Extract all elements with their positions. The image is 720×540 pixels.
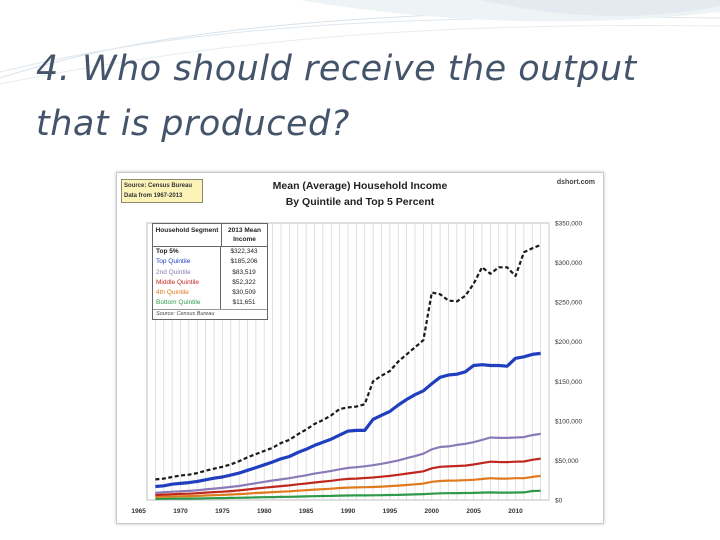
legend-segment-value: $30,509 <box>232 289 256 297</box>
legend-row: Top Quintile $185,206 <box>153 257 267 268</box>
y-tick-label: $100,000 <box>555 418 582 425</box>
x-tick-label: 2005 <box>466 508 481 515</box>
legend-segment-value: $52,322 <box>232 278 256 286</box>
x-tick-label: 1965 <box>131 508 146 515</box>
legend-segment-label: Middle Quintile <box>153 277 221 289</box>
source-note-line: Source: Census Bureau <box>124 183 193 189</box>
x-tick-label: 1995 <box>383 508 398 515</box>
slide-title: 4. Who should receive the output that is… <box>36 49 637 144</box>
series-line <box>155 432 541 494</box>
chart-subtitle: By Quintile and Top 5 Percent <box>285 196 435 208</box>
x-tick-label: 1970 <box>173 508 188 515</box>
chart-frame: $0 $50,000 $100,000 $150,000 $200,000 $250,00… <box>116 172 604 524</box>
x-tick-label: 2010 <box>508 508 523 515</box>
legend-table: Household Segment 2013 Mean Income Top 5… <box>152 223 268 320</box>
legend-table-header: Household Segment 2013 Mean Income <box>153 224 267 247</box>
series-line <box>155 243 542 481</box>
x-tick-label: 1990 <box>341 508 356 515</box>
chart-title: Mean (Average) Household Income <box>272 180 448 192</box>
legend-segment-value: $11,651 <box>232 299 256 307</box>
y-tick-label: $50,000 <box>555 458 579 465</box>
series-line <box>155 474 541 498</box>
y-tick-label: $150,000 <box>555 379 582 386</box>
slide-header-decoration <box>0 0 720 85</box>
legend-row: Top 5% $322,343 <box>153 247 267 258</box>
series-line <box>155 489 541 500</box>
y-tick-label: $250,000 <box>555 300 582 307</box>
x-tick-label: 1985 <box>299 508 314 515</box>
series-line <box>155 351 541 489</box>
brand-label: dshort.com <box>556 179 595 186</box>
y-tick-label: $0 <box>555 498 563 505</box>
x-tick-label: 1980 <box>257 508 272 515</box>
legend-segment-label: 2nd Quintile <box>153 267 221 278</box>
legend-segment-label: 4th Quintile <box>153 288 221 299</box>
source-note-box: Source: Census Bureau Data from 1967-201… <box>121 179 203 203</box>
legend-segment-label: Bottom Quintile <box>153 298 221 309</box>
source-note-line: Data from 1967-2013 <box>124 193 183 199</box>
legend-footnote: Source: Census Bureau <box>153 308 267 319</box>
legend-rows: Top 5% $322,343 Top Quintile $185,206 2nd Qu… <box>153 247 267 309</box>
legend-row: 2nd Quintile $83,519 <box>153 267 267 278</box>
y-tick-label: $200,000 <box>555 339 582 346</box>
legend-segment-value: $83,519 <box>232 268 256 276</box>
y-tick-label: $300,000 <box>555 260 582 267</box>
legend-header-segment: Household Segment <box>153 224 222 246</box>
legend-row: 4th Quintile $30,509 <box>153 288 267 299</box>
legend-segment-value: $322,343 <box>230 248 258 255</box>
x-tick-label: 1975 <box>215 508 230 515</box>
legend-segment-value: $185,206 <box>230 258 258 266</box>
legend-row: Middle Quintile $52,322 <box>153 277 267 289</box>
legend-segment-label: Top Quintile <box>153 257 221 268</box>
legend-segment-label: Top 5% <box>153 247 221 258</box>
series-line <box>155 457 541 497</box>
legend-header-value: 2013 Mean Income <box>228 227 261 243</box>
legend-row: Bottom Quintile $11,651 <box>153 298 267 309</box>
y-tick-label: $350,000 <box>555 221 582 228</box>
x-tick-label: 2000 <box>425 508 440 515</box>
